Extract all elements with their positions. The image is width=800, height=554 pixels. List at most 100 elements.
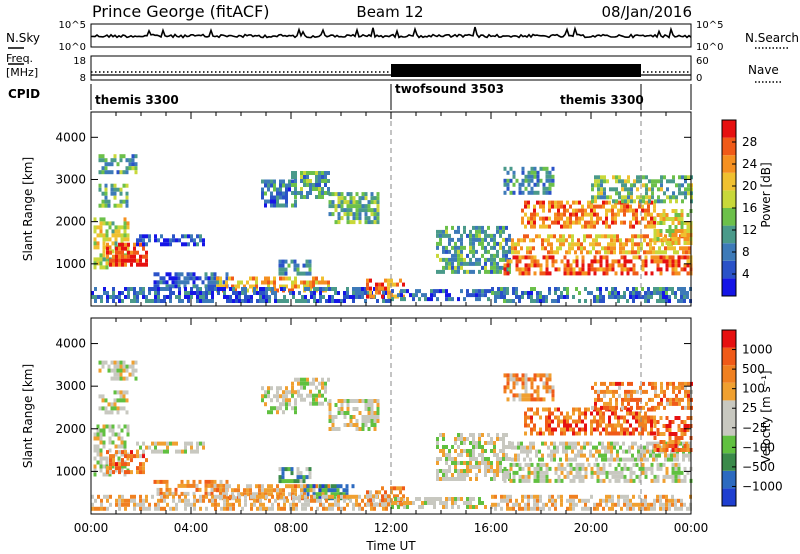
data-cell bbox=[391, 297, 394, 302]
data-cell bbox=[321, 385, 324, 390]
data-cell bbox=[599, 470, 603, 475]
data-cell bbox=[484, 245, 487, 250]
data-cell bbox=[577, 449, 580, 454]
data-cell bbox=[278, 479, 282, 484]
data-cell bbox=[93, 257, 97, 262]
data-cell bbox=[124, 287, 127, 291]
data-cell bbox=[530, 385, 534, 390]
data-cell bbox=[650, 271, 654, 276]
data-cell bbox=[572, 431, 575, 436]
data-cell bbox=[529, 445, 532, 450]
data-cell bbox=[594, 195, 597, 200]
data-cell bbox=[229, 494, 232, 499]
data-cell bbox=[506, 271, 510, 276]
data-cell bbox=[294, 203, 297, 208]
data-cell bbox=[608, 462, 612, 467]
data-cell bbox=[232, 299, 235, 303]
data-cell bbox=[664, 246, 667, 251]
data-cell bbox=[484, 257, 487, 262]
data-cell bbox=[536, 182, 540, 187]
data-cell bbox=[608, 498, 611, 503]
data-cell bbox=[324, 397, 327, 402]
data-cell bbox=[294, 398, 297, 403]
data-cell bbox=[591, 385, 594, 390]
data-cell bbox=[499, 461, 502, 465]
data-cell bbox=[145, 242, 148, 247]
data-cell bbox=[603, 175, 606, 180]
data-cell bbox=[121, 450, 124, 455]
data-cell bbox=[178, 295, 181, 299]
data-cell bbox=[102, 241, 106, 246]
data-cell bbox=[253, 502, 256, 507]
data-cell bbox=[294, 179, 297, 183]
data-cell bbox=[556, 445, 559, 450]
data-cell bbox=[381, 294, 384, 299]
data-cell bbox=[355, 295, 358, 299]
data-cell bbox=[475, 293, 478, 298]
data-cell bbox=[183, 276, 187, 281]
data-cell bbox=[115, 498, 118, 503]
data-cell bbox=[267, 284, 270, 289]
data-cell bbox=[340, 299, 343, 303]
data-cell bbox=[148, 238, 151, 243]
data-cell bbox=[322, 295, 325, 299]
data-cell bbox=[611, 494, 614, 499]
data-cell bbox=[302, 271, 306, 276]
data-cell bbox=[655, 453, 658, 458]
data-cell bbox=[566, 470, 570, 475]
data-cell bbox=[460, 261, 463, 266]
data-cell bbox=[460, 289, 463, 294]
data-cell bbox=[451, 445, 454, 449]
freq-tick-bottom: 8 bbox=[80, 73, 86, 84]
data-cell bbox=[641, 466, 645, 471]
data-cell bbox=[261, 394, 264, 399]
data-cell bbox=[454, 449, 457, 453]
data-cell bbox=[638, 502, 641, 507]
data-cell bbox=[226, 502, 229, 507]
data-cell bbox=[547, 234, 550, 239]
data-cell bbox=[352, 506, 355, 511]
data-cell bbox=[530, 224, 533, 229]
cpid-panel: CPID themis 3300 twofsound 3503 themis 3… bbox=[8, 82, 692, 110]
data-cell bbox=[526, 453, 529, 458]
data-cell bbox=[436, 229, 439, 234]
data-cell bbox=[175, 238, 178, 243]
data-cell bbox=[626, 431, 629, 436]
noise-left-tick-top: 10^5 bbox=[59, 20, 86, 31]
data-cell bbox=[557, 474, 561, 479]
data-cell bbox=[294, 406, 297, 411]
data-cell bbox=[628, 250, 631, 255]
data-cell bbox=[505, 433, 508, 437]
data-cell bbox=[187, 502, 190, 507]
data-cell bbox=[229, 287, 232, 291]
data-cell bbox=[216, 280, 220, 285]
data-cell bbox=[613, 246, 616, 251]
data-cell bbox=[623, 431, 626, 436]
data-cell bbox=[545, 470, 549, 475]
data-cell bbox=[550, 457, 553, 462]
data-cell bbox=[163, 441, 166, 446]
data-cell bbox=[355, 212, 359, 217]
data-cell bbox=[306, 183, 309, 187]
data-cell bbox=[472, 225, 475, 230]
data-cell bbox=[634, 441, 637, 446]
data-cell bbox=[493, 257, 496, 262]
data-cell bbox=[533, 224, 536, 229]
data-cell bbox=[448, 233, 451, 238]
data-cell bbox=[611, 263, 615, 268]
data-cell bbox=[529, 246, 532, 251]
data-cell bbox=[650, 427, 653, 432]
data-cell bbox=[193, 242, 196, 247]
data-cell bbox=[484, 261, 487, 266]
data-cell bbox=[493, 237, 496, 242]
data-cell bbox=[113, 398, 117, 403]
data-cell bbox=[154, 291, 157, 295]
data-cell bbox=[93, 468, 97, 473]
data-cell bbox=[627, 381, 630, 386]
data-cell bbox=[157, 449, 160, 454]
data-cell bbox=[165, 491, 169, 496]
data-cell bbox=[542, 462, 546, 467]
data-cell bbox=[611, 431, 614, 436]
data-cell bbox=[490, 465, 493, 469]
data-cell bbox=[107, 199, 111, 204]
